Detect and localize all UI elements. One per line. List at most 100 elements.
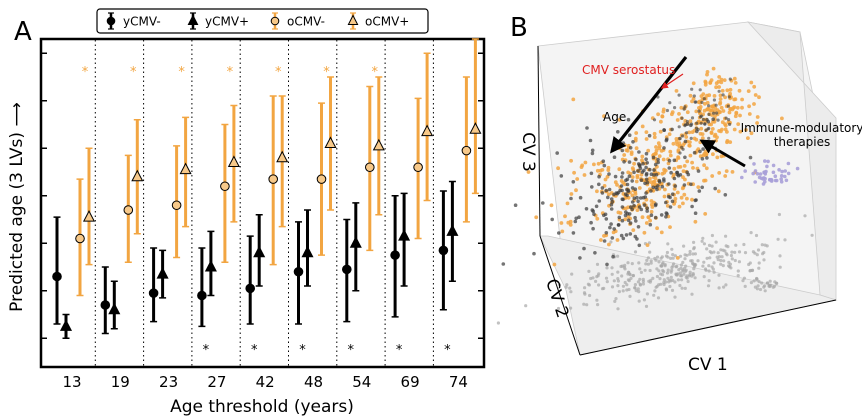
old-sample-point [630,193,635,198]
projection-point [702,275,706,279]
projection-point [688,249,692,254]
young-sample-point [559,174,564,178]
young-sample-point [634,219,638,223]
data-point-oCMV- [171,200,182,211]
young-sample-point [578,195,583,200]
young-sample-point [620,197,625,201]
projection-point [722,285,726,289]
young-sample-point [632,196,637,200]
old-sample-point [679,105,684,110]
projection-point [693,276,697,280]
legend-marker [347,14,359,25]
cv2-axis-line [539,235,581,356]
young-sample-point [639,178,644,182]
old-sample-point [702,178,706,183]
projection-point [719,258,723,263]
old-sample-point [715,155,720,160]
age-label: Age [603,110,626,124]
projection-point [673,295,677,299]
old-sample-point [595,216,600,221]
old-sample-point [720,88,725,93]
projection-point [777,212,782,217]
young-sample-point [652,168,656,172]
old-sample-point [656,112,660,117]
young-sample-point [592,212,596,216]
old-sample-point [704,151,709,156]
significance-star-old: * [372,65,379,80]
x-tick-label: 23 [159,373,178,391]
old-sample-point [668,225,672,230]
young-sample-point [667,158,672,163]
projection-point [656,296,661,300]
young-sample-point [698,149,702,154]
old-sample-point [575,177,580,181]
projection-point [776,237,780,241]
old-sample-point [668,153,673,158]
young-sample-point [699,121,703,125]
young-sample-point [728,122,732,126]
old-sample-point [735,105,740,110]
projection-point [641,282,646,286]
x-tick-label: 27 [207,373,226,391]
data-point-oCMV+ [469,122,482,134]
old-sample-point [595,189,599,194]
young-sample-point [704,128,708,132]
projection-point [672,262,676,266]
projection-point [565,283,569,287]
projection-point [743,251,748,255]
therapy-sample-point [780,169,784,174]
old-sample-point [675,190,680,195]
projection-point [657,260,661,264]
projection-point [674,265,678,269]
young-sample-point [664,200,668,205]
projection-point [686,279,690,284]
young-sample-point [626,189,630,194]
young-sample-point [589,171,594,176]
old-sample-point [623,206,628,211]
projection-point [683,269,688,273]
young-sample-point [597,199,602,203]
projection-point [613,299,617,303]
projection-point [749,231,753,235]
projection-point [678,254,683,258]
young-sample-point [690,122,694,126]
old-sample-point [705,107,710,112]
old-sample-point [704,166,709,171]
projection-point [678,271,683,275]
therapy-sample-point [769,179,774,183]
old-sample-point [652,135,657,140]
young-sample-point [600,191,605,195]
young-sample-point [641,161,645,166]
young-sample-point [626,218,631,223]
therapy-sample-point [753,169,758,173]
projection-point [717,255,722,259]
data-point-oCMV+ [324,136,337,148]
old-sample-point [719,80,724,85]
projection-point [625,288,629,292]
old-sample-point [752,84,757,89]
projection-point [803,214,807,218]
projection-point [616,307,620,311]
old-sample-point [640,124,645,129]
young-sample-point [697,189,702,193]
young-sample-point [685,119,689,124]
significance-star-young: * [299,343,306,358]
young-sample-point [590,208,595,212]
old-sample-point [634,146,639,151]
projection-point [638,267,642,271]
therapy-sample-point [766,159,770,164]
data-point-yCMV+ [446,224,459,236]
young-sample-point [636,162,641,166]
projection-point [620,274,624,278]
young-sample-point [645,209,649,213]
young-sample-point [724,116,728,120]
young-sample-point [705,118,709,122]
old-sample-point [714,81,719,86]
data-point-yCMV+ [204,259,217,272]
old-sample-point [747,112,752,116]
young-sample-point [690,87,694,91]
old-sample-point [626,215,631,219]
old-sample-point [679,195,684,200]
young-sample-point [609,197,614,201]
old-sample-point [677,204,682,209]
